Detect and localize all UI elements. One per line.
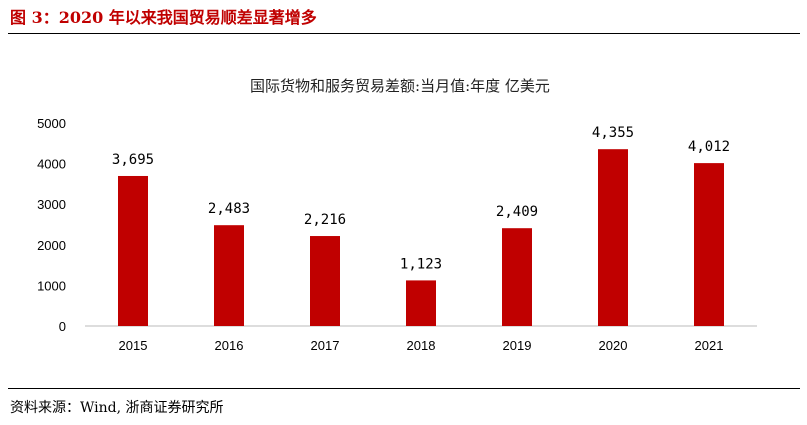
bar: [214, 225, 244, 326]
x-tick-label: 2019: [503, 338, 532, 353]
bar: [598, 149, 628, 326]
x-tick-label: 2020: [599, 338, 628, 353]
data-label: 2,409: [496, 204, 538, 220]
y-tick-label: 1000: [37, 278, 66, 293]
y-tick-label: 3000: [37, 197, 66, 212]
top-rule: [8, 33, 800, 34]
figure-title: 图 3：2020 年以来我国贸易顺差显著增多: [10, 8, 317, 27]
chart-title: 国际货物和服务贸易差额:当月值:年度 亿美元: [250, 77, 550, 95]
data-label: 4,355: [592, 125, 634, 141]
x-tick-label: 2015: [119, 338, 148, 353]
bar: [502, 228, 532, 326]
bottom-rule: [8, 388, 800, 389]
y-tick-label: 0: [59, 319, 66, 334]
bar: [118, 175, 148, 326]
x-tick-label: 2016: [215, 338, 244, 353]
data-label: 2,216: [304, 212, 346, 228]
data-label: 4,012: [688, 139, 730, 155]
y-tick-label: 4000: [37, 157, 66, 172]
x-tick-label: 2018: [407, 338, 436, 353]
source-note: 资料来源：Wind, 浙商证券研究所: [10, 400, 224, 416]
bar: [310, 236, 340, 326]
bar: [406, 280, 436, 326]
x-tick-label: 2017: [311, 338, 340, 353]
data-label: 1,123: [400, 256, 442, 272]
data-label: 3,695: [112, 152, 154, 168]
y-tick-label: 5000: [37, 116, 66, 131]
data-label: 2,483: [208, 201, 250, 217]
bar: [694, 163, 724, 326]
x-tick-label: 2021: [695, 338, 724, 353]
y-tick-label: 2000: [37, 238, 66, 253]
